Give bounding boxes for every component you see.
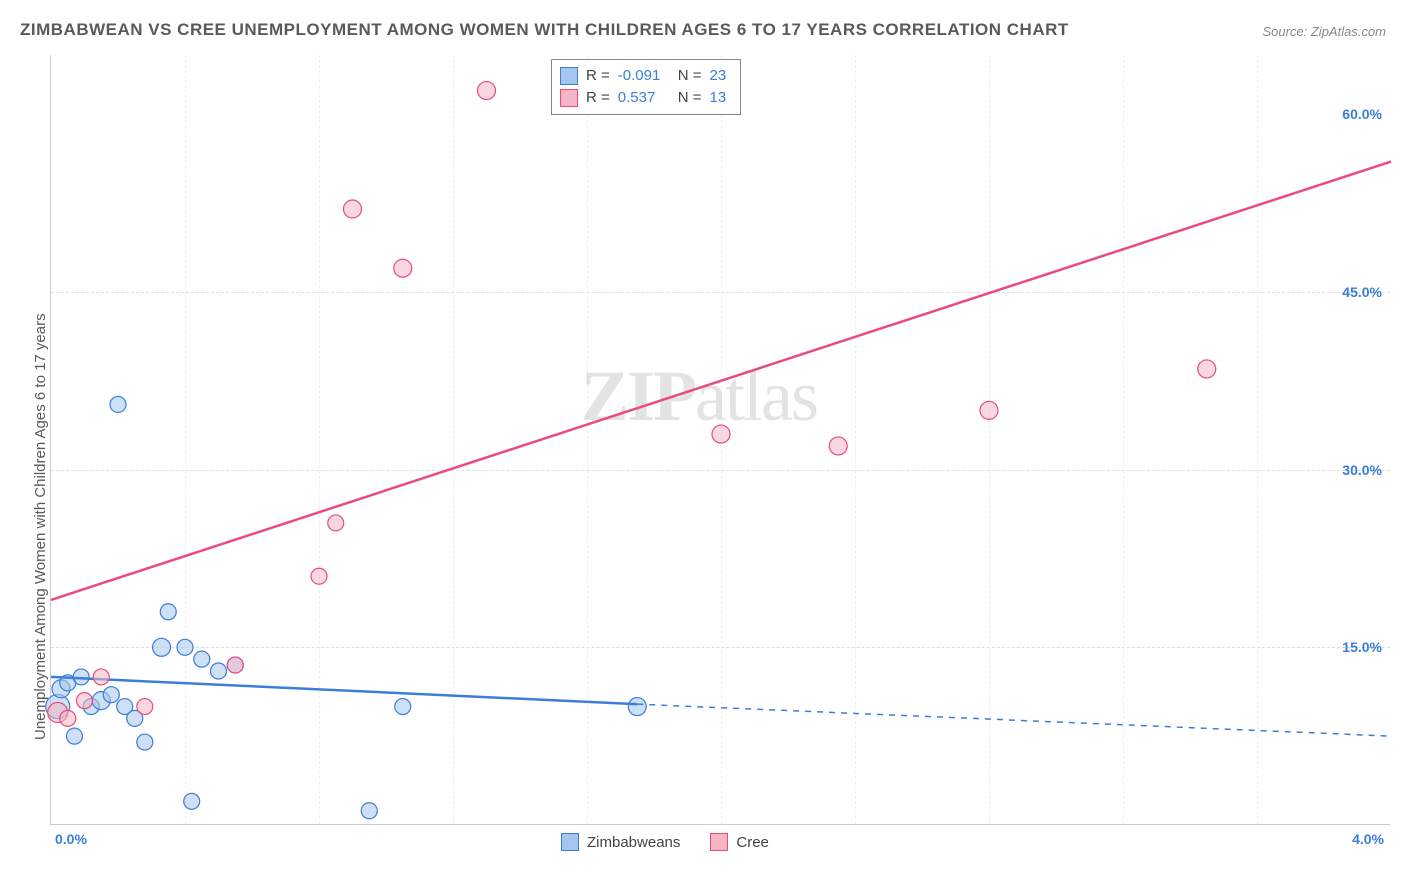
- data-point: [194, 651, 210, 667]
- regression-line: [51, 162, 1391, 600]
- chart-title: ZIMBABWEAN VS CREE UNEMPLOYMENT AMONG WO…: [20, 20, 1069, 40]
- data-point: [60, 710, 76, 726]
- legend-swatch: [560, 67, 578, 85]
- data-point: [712, 425, 730, 443]
- data-point: [394, 259, 412, 277]
- regression-line: [51, 677, 637, 704]
- y-tick-label: 15.0%: [1342, 639, 1382, 655]
- scatter-plot: [51, 55, 1390, 824]
- correlation-legend: R = -0.091 N = 23 R = 0.537 N = 13: [551, 59, 741, 115]
- series-legend-label: Cree: [736, 834, 769, 851]
- data-point: [628, 698, 646, 716]
- data-point: [153, 638, 171, 656]
- legend-stat-row: R = -0.091 N = 23: [560, 65, 732, 87]
- legend-n-value: 13: [710, 87, 732, 109]
- data-point: [177, 639, 193, 655]
- regression-line-extrapolated: [637, 704, 1391, 736]
- y-tick-label: 60.0%: [1342, 106, 1382, 122]
- data-point: [980, 401, 998, 419]
- data-point: [478, 82, 496, 100]
- data-point: [829, 437, 847, 455]
- legend-swatch: [561, 833, 579, 851]
- legend-r-label: R =: [586, 65, 610, 87]
- x-tick-label: 0.0%: [55, 831, 87, 847]
- legend-swatch: [710, 833, 728, 851]
- data-point: [184, 793, 200, 809]
- series-legend-item: Cree: [710, 833, 769, 851]
- data-point: [93, 669, 109, 685]
- series-legend-label: Zimbabweans: [587, 834, 680, 851]
- legend-n-label: N =: [678, 65, 702, 87]
- legend-r-value: -0.091: [618, 65, 670, 87]
- legend-r-label: R =: [586, 87, 610, 109]
- data-point: [103, 687, 119, 703]
- y-tick-label: 30.0%: [1342, 462, 1382, 478]
- data-point: [344, 200, 362, 218]
- legend-r-value: 0.537: [618, 87, 670, 109]
- data-point: [137, 734, 153, 750]
- data-point: [395, 699, 411, 715]
- data-point: [160, 604, 176, 620]
- data-point: [361, 803, 377, 819]
- data-point: [66, 728, 82, 744]
- data-point: [1198, 360, 1216, 378]
- legend-n-value: 23: [710, 65, 732, 87]
- x-tick-label: 4.0%: [1352, 831, 1384, 847]
- data-point: [77, 693, 93, 709]
- data-point: [137, 699, 153, 715]
- legend-stat-row: R = 0.537 N = 13: [560, 87, 732, 109]
- data-point: [328, 515, 344, 531]
- data-point: [227, 657, 243, 673]
- y-tick-label: 45.0%: [1342, 284, 1382, 300]
- series-legend-item: Zimbabweans: [561, 833, 680, 851]
- series-legend: Zimbabweans Cree: [561, 833, 769, 851]
- y-axis-label: Unemployment Among Women with Children A…: [32, 313, 49, 740]
- legend-swatch: [560, 89, 578, 107]
- legend-n-label: N =: [678, 87, 702, 109]
- data-point: [211, 663, 227, 679]
- source-attribution: Source: ZipAtlas.com: [1262, 24, 1386, 39]
- data-point: [110, 396, 126, 412]
- chart-area: ZIPatlas 15.0%30.0%45.0%60.0% 0.0%4.0% R…: [50, 55, 1390, 825]
- data-point: [311, 568, 327, 584]
